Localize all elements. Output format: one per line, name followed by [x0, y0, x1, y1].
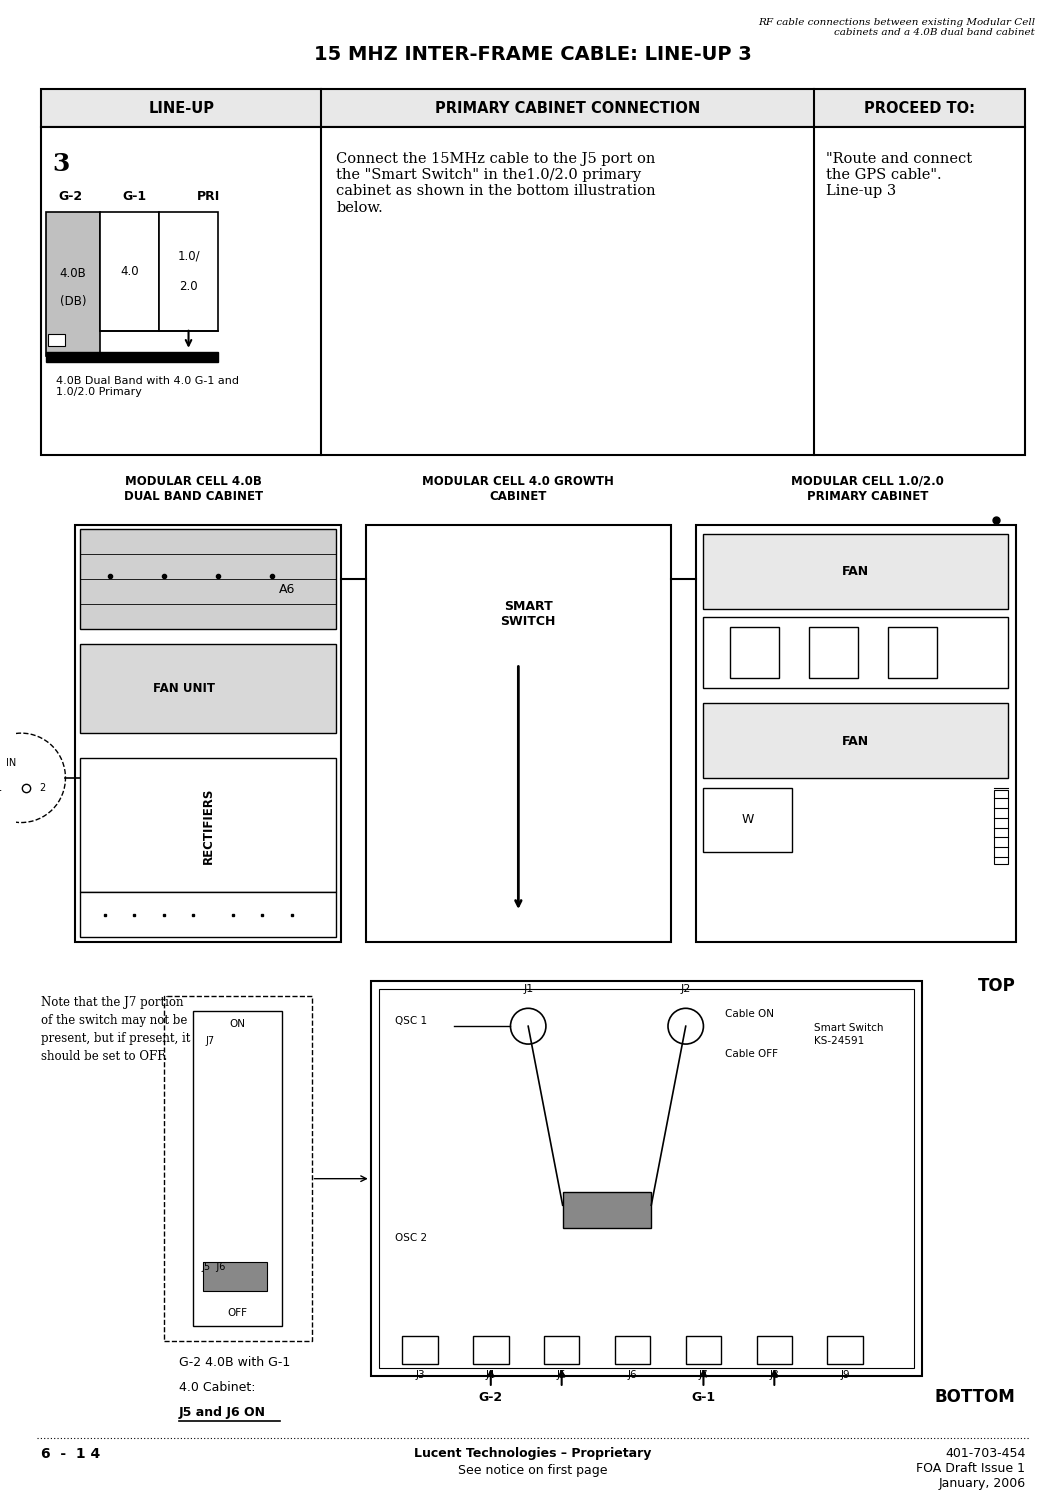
Text: J1: J1: [523, 984, 533, 994]
Bar: [704, 704, 1008, 779]
Text: PRIMARY CABINET CONNECTION: PRIMARY CABINET CONNECTION: [435, 100, 700, 116]
Text: 2.0: 2.0: [180, 279, 197, 292]
Text: (DB): (DB): [60, 296, 86, 307]
Text: Cable ON: Cable ON: [726, 1010, 774, 1020]
Text: SMART
SWITCH: SMART SWITCH: [501, 600, 555, 628]
Bar: [41, 90, 1026, 128]
Text: 4.0B: 4.0B: [60, 267, 86, 280]
Bar: [41, 128, 1026, 454]
Text: 4.0: 4.0: [120, 264, 139, 278]
Bar: [686, 1336, 721, 1364]
Bar: [159, 211, 218, 332]
Text: Note that the J7 portion
of the switch may not be
present, but if present, it
sh: Note that the J7 portion of the switch m…: [41, 996, 190, 1064]
Text: G-2 4.0B with G-1: G-2 4.0B with G-1: [178, 1356, 290, 1370]
Text: OFF: OFF: [228, 1308, 248, 1318]
Text: RECTIFIERS: RECTIFIERS: [202, 788, 214, 864]
Text: TOP: TOP: [978, 976, 1015, 994]
Text: J9: J9: [840, 1370, 850, 1380]
Text: FAN: FAN: [842, 735, 869, 747]
Text: G-1: G-1: [691, 1390, 715, 1404]
Bar: [704, 788, 792, 852]
Bar: [204, 1262, 268, 1292]
Text: 2: 2: [40, 783, 46, 794]
Text: See notice on first page: See notice on first page: [459, 1464, 608, 1478]
Text: PROCEED TO:: PROCEED TO:: [864, 100, 975, 116]
Text: G-2: G-2: [59, 190, 83, 202]
Text: 1: 1: [0, 783, 2, 794]
Text: 15 MHZ INTER-FRAME CABLE: LINE-UP 3: 15 MHZ INTER-FRAME CABLE: LINE-UP 3: [314, 45, 752, 64]
Bar: [80, 758, 336, 892]
Text: G-1: G-1: [122, 190, 146, 202]
Text: J3: J3: [415, 1370, 424, 1380]
Bar: [76, 525, 341, 942]
Bar: [994, 790, 1008, 864]
Text: 4.0 Cabinet:: 4.0 Cabinet:: [178, 1382, 255, 1394]
Text: J4: J4: [486, 1370, 496, 1380]
Bar: [563, 1192, 651, 1228]
Text: J7: J7: [205, 1036, 214, 1046]
Text: OSC 2: OSC 2: [395, 1233, 427, 1244]
Text: ON: ON: [230, 1019, 246, 1029]
Text: Cable OFF: Cable OFF: [726, 1048, 778, 1059]
Bar: [827, 1336, 863, 1364]
Bar: [46, 351, 218, 361]
Text: RF cable connections between existing Modular Cell
cabinets and a 4.0B dual band: RF cable connections between existing Mo…: [758, 18, 1035, 38]
Bar: [379, 990, 915, 1368]
Text: IN: IN: [6, 758, 17, 768]
Text: FAN: FAN: [842, 564, 869, 578]
Bar: [704, 534, 1008, 609]
Bar: [47, 334, 65, 345]
Text: W: W: [741, 813, 754, 826]
Text: BOTTOM: BOTTOM: [934, 1388, 1015, 1406]
Text: G-2: G-2: [479, 1390, 503, 1404]
Text: 3: 3: [52, 152, 70, 176]
Text: 1.0/: 1.0/: [177, 251, 200, 262]
Bar: [365, 525, 671, 942]
Text: J5: J5: [556, 1370, 567, 1380]
Bar: [757, 1336, 792, 1364]
Bar: [193, 1011, 282, 1326]
Bar: [100, 211, 159, 332]
Text: 4.0B Dual Band with 4.0 G-1 and
1.0/2.0 Primary: 4.0B Dual Band with 4.0 G-1 and 1.0/2.0 …: [56, 375, 238, 398]
Text: Smart Switch
KS-24591: Smart Switch KS-24591: [814, 1023, 883, 1046]
Bar: [474, 1336, 508, 1364]
Bar: [615, 1336, 650, 1364]
Text: PRI: PRI: [196, 190, 219, 202]
Bar: [80, 530, 336, 628]
Text: MODULAR CELL 1.0/2.0
PRIMARY CABINET: MODULAR CELL 1.0/2.0 PRIMARY CABINET: [792, 476, 944, 502]
Text: J5 and J6 ON: J5 and J6 ON: [178, 1406, 266, 1419]
Text: J2: J2: [680, 984, 691, 994]
Bar: [730, 627, 779, 678]
Bar: [695, 525, 1015, 942]
Text: MODULAR CELL 4.0 GROWTH
CABINET: MODULAR CELL 4.0 GROWTH CABINET: [422, 476, 614, 502]
Text: J7: J7: [698, 1370, 709, 1380]
Text: J6: J6: [628, 1370, 637, 1380]
Text: Connect the 15MHz cable to the J5 port on
the "Smart Switch" in the1.0/2.0 prima: Connect the 15MHz cable to the J5 port o…: [336, 152, 656, 214]
Bar: [887, 627, 937, 678]
Bar: [704, 616, 1008, 688]
Text: MODULAR CELL 4.0B
DUAL BAND CABINET: MODULAR CELL 4.0B DUAL BAND CABINET: [124, 476, 262, 502]
Text: A6: A6: [279, 582, 295, 596]
Text: FAN UNIT: FAN UNIT: [152, 682, 214, 694]
Text: 401-703-454
FOA Draft Issue 1
January, 2006: 401-703-454 FOA Draft Issue 1 January, 2…: [917, 1448, 1026, 1491]
Bar: [371, 981, 922, 1376]
Text: QSC 1: QSC 1: [395, 1016, 427, 1026]
Text: Lucent Technologies – Proprietary: Lucent Technologies – Proprietary: [415, 1448, 652, 1461]
Text: LINE-UP: LINE-UP: [148, 100, 214, 116]
Text: 6  -  1 4: 6 - 1 4: [41, 1448, 100, 1461]
Text: J8: J8: [770, 1370, 779, 1380]
Bar: [544, 1336, 580, 1364]
Text: "Route and connect
the GPS cable".
Line-up 3: "Route and connect the GPS cable". Line-…: [825, 152, 971, 198]
Bar: [46, 211, 100, 356]
Bar: [80, 644, 336, 734]
Bar: [808, 627, 858, 678]
Bar: [402, 1336, 438, 1364]
Text: J5  J6: J5 J6: [202, 1262, 226, 1272]
Bar: [80, 892, 336, 938]
